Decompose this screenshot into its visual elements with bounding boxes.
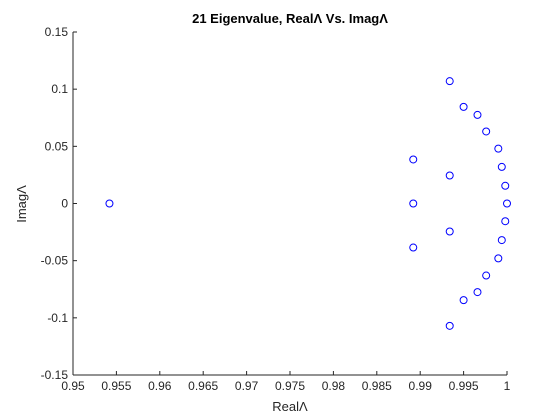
x-axis-ticks: 0.95 0.955 0.96 0.965 0.97 0.975 0.98 0.985 0.99… — [61, 371, 511, 393]
y-axis-ticks: -0.15 -0.1 -0.05 0 0.05 0.1 0.15 — [41, 25, 77, 382]
x-axis-label: RealΛ — [272, 399, 308, 414]
y-tick-label: -0.15 — [41, 368, 69, 382]
x-tick-label: 0.97 — [235, 379, 259, 393]
x-tick-label: 0.995 — [449, 379, 479, 393]
data-point — [473, 288, 482, 297]
x-tick-label: 0.99 — [409, 379, 433, 393]
data-point — [105, 199, 114, 208]
x-tick-label: 0.98 — [322, 379, 346, 393]
data-point — [445, 77, 454, 86]
data-point — [501, 217, 510, 226]
data-point — [497, 236, 506, 245]
data-markers — [105, 77, 511, 330]
y-tick-label: 0.05 — [45, 139, 69, 153]
plot-area — [72, 32, 507, 376]
x-tick-label: 0.955 — [101, 379, 131, 393]
data-point — [409, 155, 418, 164]
x-tick-label: 0.96 — [148, 379, 172, 393]
data-point — [445, 321, 454, 330]
data-point — [494, 254, 503, 263]
x-tick-label: 0.95 — [61, 379, 85, 393]
data-point — [482, 127, 491, 136]
data-point — [409, 199, 418, 208]
y-tick-label: 0.15 — [45, 25, 69, 39]
data-point — [459, 102, 468, 111]
data-point — [482, 271, 491, 280]
y-axis-label: ImagΛ — [14, 185, 29, 223]
data-point — [494, 144, 503, 153]
chart-title: 21 Eigenvalue, RealΛ Vs. ImagΛ — [192, 11, 388, 26]
y-tick-label: 0 — [61, 197, 68, 211]
x-tick-label: 0.975 — [275, 379, 305, 393]
y-tick-label: 0.1 — [51, 82, 68, 96]
data-point — [473, 110, 482, 119]
data-point — [445, 227, 454, 236]
y-tick-label: -0.1 — [47, 311, 68, 325]
x-tick-label: 1 — [504, 379, 511, 393]
data-point — [501, 181, 510, 190]
data-point — [445, 171, 454, 180]
data-point — [409, 243, 418, 252]
data-point — [503, 199, 511, 208]
x-tick-label: 0.985 — [362, 379, 392, 393]
data-point — [459, 296, 468, 305]
y-tick-label: -0.05 — [41, 254, 69, 268]
data-point — [497, 162, 506, 171]
x-tick-label: 0.965 — [188, 379, 218, 393]
